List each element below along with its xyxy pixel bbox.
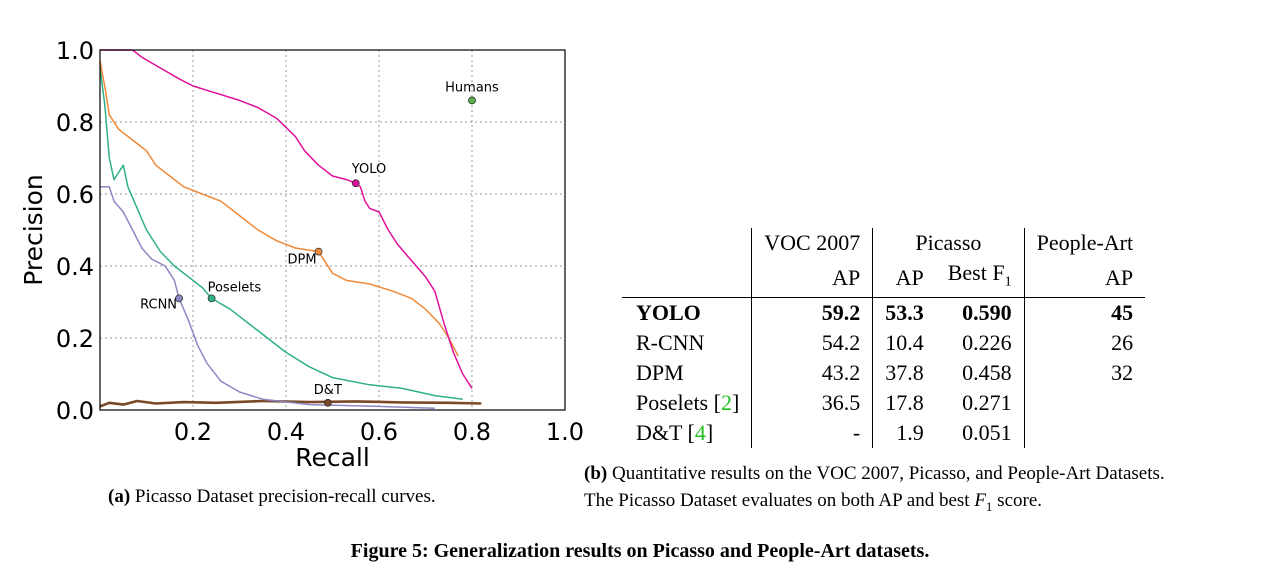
x-tick-label: 0.4 — [267, 418, 305, 446]
curves — [99, 49, 482, 409]
picasso-ap-cell: 53.3 — [885, 300, 924, 326]
table-subheader-row: AP AP Best F1 AP — [622, 258, 1146, 299]
people-art-ap-cell — [1024, 418, 1145, 448]
header-picasso: Picasso — [872, 228, 1025, 258]
subheader-voc-ap: AP — [751, 258, 874, 299]
people-art-ap-cell: 26 — [1111, 330, 1134, 356]
voc-ap-cell: 59.2 — [751, 297, 874, 329]
header-voc: VOC 2007 — [751, 228, 874, 258]
subheader-picasso-f1: Best F1 — [935, 258, 1025, 299]
results-table: VOC 2007 Picasso People-Art AP AP Best F… — [622, 228, 1146, 449]
picasso-ap-cell: 37.8 — [885, 360, 924, 386]
table-row: DPM 43.2 37.8 0.458 32 — [622, 358, 1145, 389]
table-header-row: VOC 2007 Picasso People-Art — [622, 228, 1145, 258]
voc-ap-cell: - — [751, 418, 874, 449]
method-name: R-CNN — [622, 328, 753, 359]
x-tick-label: 0.8 — [453, 418, 491, 446]
series-marker-dpm — [314, 247, 323, 256]
y-tick-label: 0.4 — [56, 253, 94, 281]
picasso-f1-cell: 0.271 — [935, 388, 1025, 419]
picasso-ap-cell: 1.9 — [896, 420, 924, 446]
subheader-picasso-ap: AP — [872, 258, 936, 299]
picasso-f1-cell: 0.051 — [935, 418, 1025, 449]
header-people-art: People-Art — [1036, 230, 1134, 255]
series-label: DPM — [287, 253, 316, 268]
picasso-f1-cell: 0.226 — [935, 328, 1025, 359]
table-row: YOLO 59.2 53.3 0.590 45 — [622, 297, 1145, 329]
table-row: Poselets [2] 36.5 17.8 0.271 — [622, 388, 1145, 419]
x-tick-label: 1.0 — [546, 418, 584, 446]
table-body: YOLO 59.2 53.3 0.590 45 R-CNN 54.2 10.4 0.226 26 D… — [622, 297, 1145, 449]
series-label: RCNN — [140, 297, 177, 312]
picasso-ap-cell: 10.4 — [885, 330, 924, 356]
subheader-people-art-ap: AP — [1024, 258, 1146, 299]
humans-marker — [468, 96, 476, 105]
x-tick-label: 0.2 — [174, 418, 212, 446]
y-tick-label: 0.0 — [56, 397, 94, 425]
x-tick-label: 0.6 — [360, 418, 398, 446]
figure-caption: Figure 5: Generalization results on Pica… — [350, 540, 930, 562]
caption-a: (a) Picasso Dataset precision-recall cur… — [108, 486, 436, 507]
y-tick-label: 0.8 — [56, 109, 94, 137]
series-marker-rcnn — [175, 294, 183, 303]
y-tick-label: 0.6 — [56, 181, 94, 209]
voc-ap-cell: 54.2 — [751, 328, 874, 359]
series-line-yolo — [100, 49, 473, 389]
series-label: YOLO — [351, 162, 386, 177]
series-marker-dt — [323, 398, 332, 407]
series-label: Poselets — [208, 280, 262, 295]
people-art-ap-cell: 32 — [1111, 360, 1134, 386]
picasso-f1-cell: 0.590 — [935, 297, 1025, 329]
picasso-ap-cell: 17.8 — [885, 390, 924, 416]
citation-link[interactable]: 2 — [720, 390, 732, 416]
voc-ap-cell: 36.5 — [751, 388, 874, 419]
method-name: YOLO — [622, 297, 753, 329]
caption-b: (b) Quantitative results on the VOC 2007… — [584, 463, 1165, 514]
y-tick-label: 1.0 — [56, 37, 94, 65]
curve-labels: YOLO DPM Poselets RCNN D&T Humans — [140, 80, 499, 407]
plot-frame — [99, 49, 566, 411]
humans-label: Humans — [445, 80, 499, 95]
y-axis-label: Precision — [19, 174, 48, 286]
people-art-ap-cell: 45 — [1111, 300, 1134, 326]
people-art-ap-cell — [1024, 388, 1145, 418]
series-line-poselets — [99, 67, 463, 400]
table-row: R-CNN 54.2 10.4 0.226 26 — [622, 328, 1145, 359]
y-tick-label: 0.2 — [56, 325, 94, 353]
series-line-dt — [99, 399, 482, 408]
voc-ap-cell: 43.2 — [751, 358, 874, 389]
method-name: D&T [4] — [622, 418, 753, 449]
x-axis-label: Recall — [295, 443, 370, 472]
series-line-dpm — [99, 60, 459, 357]
table-row: D&T [4] -1.9 0.051 — [622, 418, 1145, 449]
series-label: D&T — [314, 383, 342, 398]
series-marker-yolo — [351, 179, 360, 188]
method-name: Poselets [2] — [622, 388, 753, 419]
series-marker-poselets — [207, 294, 216, 303]
pr-chart: 0.2 0.4 0.6 0.8 1.0 0.0 0.2 0.4 0.6 0.8 1.0 YOLO DP… — [19, 37, 584, 472]
picasso-f1-cell: 0.458 — [935, 358, 1025, 389]
citation-link[interactable]: 4 — [694, 420, 706, 446]
method-name: DPM — [622, 358, 753, 389]
ticks: 0.2 0.4 0.6 0.8 1.0 0.0 0.2 0.4 0.6 0.8 1.0 — [56, 37, 584, 446]
grid — [100, 50, 565, 410]
